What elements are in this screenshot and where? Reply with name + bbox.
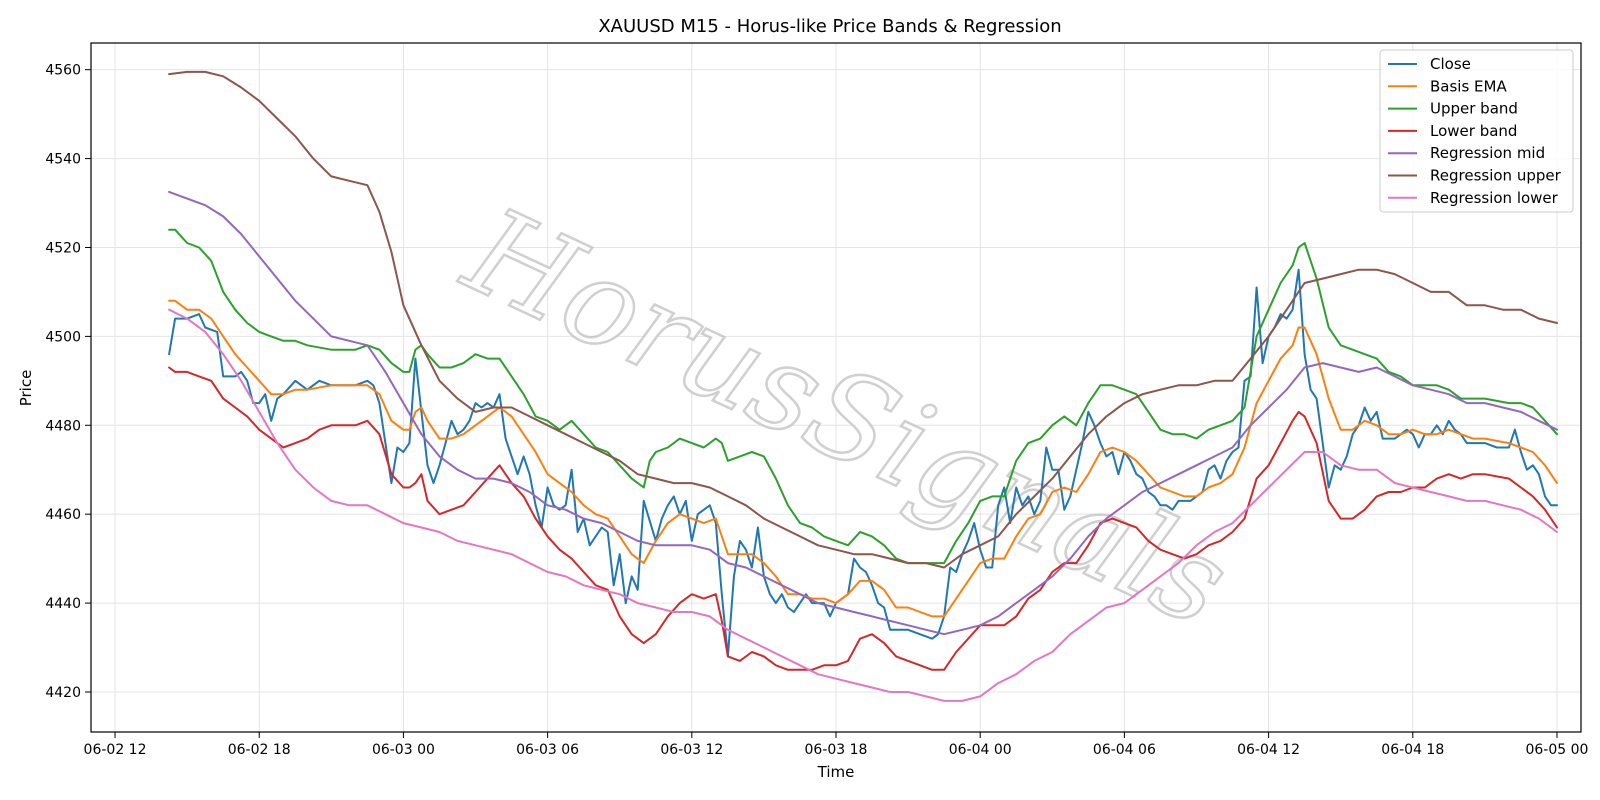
- series-line-regression-lower: [168, 308, 1558, 702]
- chart-title: XAUUSD M15 - Horus-like Price Bands & Re…: [598, 16, 1061, 37]
- y-tick-label: 4520: [45, 240, 81, 256]
- y-tick-label: 4460: [45, 507, 81, 523]
- x-tick-label: 06-03 06: [516, 742, 579, 758]
- x-tick-label: 06-02 18: [228, 742, 291, 758]
- legend-label: Upper band: [1430, 100, 1518, 118]
- legend-label: Regression mid: [1430, 144, 1545, 162]
- series-line-regression-upper: [168, 70, 1558, 569]
- x-tick-label: 06-04 00: [949, 742, 1012, 758]
- y-tick-label: 4540: [45, 152, 81, 168]
- legend-label: Lower band: [1430, 122, 1517, 140]
- x-tick-label: 06-04 12: [1237, 742, 1300, 758]
- x-tick-label: 06-03 00: [372, 742, 435, 758]
- y-axis-label: Price: [17, 370, 35, 407]
- y-tick-label: 4440: [45, 596, 81, 612]
- legend-label: Regression upper: [1430, 167, 1562, 185]
- x-tick-label: 06-03 12: [660, 742, 723, 758]
- x-tick-label: 06-04 06: [1093, 742, 1156, 758]
- legend: Close Basis EMA Upper band Lower band Regres…: [1379, 49, 1574, 213]
- x-tick-label: 06-03 18: [805, 742, 868, 758]
- series-line-lower-band: [168, 366, 1558, 671]
- y-tick-label: 4420: [45, 685, 81, 701]
- axis-ticks: 06-02 12 06-02 18 06-03 00 06-03 06 06-03 12…: [45, 63, 1588, 758]
- series-line-close: [168, 268, 1558, 658]
- legend-label: Basis EMA: [1430, 77, 1507, 95]
- x-axis-label: Time: [817, 763, 855, 781]
- x-tick-label: 06-04 18: [1381, 742, 1444, 758]
- legend-label: Regression lower: [1430, 189, 1559, 207]
- series-lines: [168, 70, 1558, 702]
- watermark: HorusSignals: [445, 181, 1248, 654]
- y-tick-label: 4560: [45, 63, 81, 79]
- series-line-basis-ema: [168, 299, 1558, 618]
- y-tick-label: 4500: [45, 329, 81, 345]
- legend-box: [1379, 49, 1574, 213]
- y-tick-label: 4480: [45, 418, 81, 434]
- x-tick-label: 06-05 00: [1525, 742, 1588, 758]
- series-line-regression-mid: [168, 190, 1558, 636]
- legend-label: Close: [1430, 55, 1471, 73]
- x-tick-label: 06-02 12: [84, 742, 147, 758]
- series-line-upper-band: [168, 228, 1558, 565]
